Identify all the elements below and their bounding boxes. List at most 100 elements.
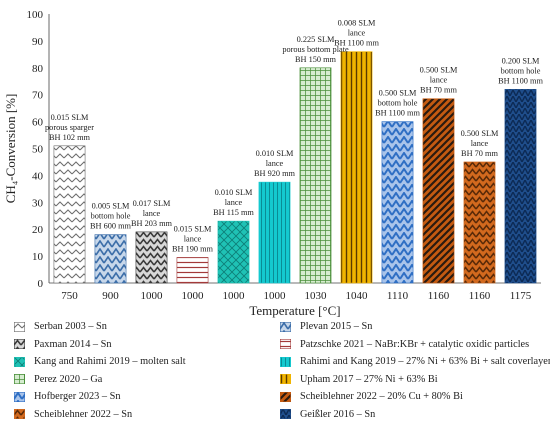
y-tick-label: 90 xyxy=(32,36,44,48)
bar-annotation-line: BH 920 mm xyxy=(254,169,296,178)
legend-item: Scheiblehner 2022 – 20% Cu + 80% Bi xyxy=(280,391,463,402)
y-tick-label: 10 xyxy=(32,251,44,263)
legend-item: Kang and Rahimi 2019 – molten salt xyxy=(14,356,186,367)
y-tick-label: 40 xyxy=(32,170,44,182)
y-tick-label: 80 xyxy=(32,63,44,75)
legend-label: Scheiblehner 2022 – 20% Cu + 80% Bi xyxy=(300,391,463,402)
y-tick-label: 0 xyxy=(38,278,44,290)
bar-annotation-line: 0.015 SLM xyxy=(174,224,212,233)
legend-item: Rahimi and Kang 2019 – 27% Ni + 63% Bi +… xyxy=(280,356,550,367)
bar-annotation-line: BH 203 mm xyxy=(131,219,173,228)
bar-annotation-line: bottom hole xyxy=(378,99,418,108)
bar-annotation-line: BH 1100 mm xyxy=(375,109,420,118)
y-tick-label: 20 xyxy=(32,224,44,236)
bar xyxy=(340,51,373,284)
bar-annotation-line: BH 70 mm xyxy=(420,86,457,95)
x-tick-label: 1160 xyxy=(469,290,491,302)
bar xyxy=(463,161,496,284)
bar-annotation-line: lance xyxy=(266,159,284,168)
bar-annotation-line: bottom hole xyxy=(501,66,541,75)
legend-item: Hofberger 2023 – Sn xyxy=(14,391,120,402)
y-axis-title: CH₄-Conversion [%] xyxy=(3,94,18,204)
bar xyxy=(217,220,250,284)
legend-swatch xyxy=(280,339,291,349)
bar-annotation-line: 0.500 SLM xyxy=(420,66,458,75)
x-tick-label: 1000 xyxy=(264,290,287,302)
bar-annotation-line: 0.017 SLM xyxy=(133,199,171,208)
legend-swatch xyxy=(280,321,291,332)
legend-item: Serban 2003 – Sn xyxy=(14,321,107,332)
bar-annotation-line: 0.200 SLM xyxy=(502,56,540,65)
legend-item: Scheiblehner 2022 – Sn xyxy=(14,409,132,420)
bar-annotation-line: lance xyxy=(143,209,161,218)
legend-swatch xyxy=(14,339,25,349)
bar-annotation-line: lance xyxy=(225,198,243,207)
bar-annotation-line: 0.010 SLM xyxy=(215,188,253,197)
y-tick-label: 100 xyxy=(27,9,44,21)
y-tick-label: 50 xyxy=(32,144,44,156)
bar xyxy=(299,67,332,284)
legend-swatch xyxy=(280,356,291,367)
bar xyxy=(94,234,127,284)
bar xyxy=(381,121,414,284)
bar-annotation-line: BH 190 mm xyxy=(172,244,214,253)
bar-annotation-line: 0.225 SLM xyxy=(297,35,335,44)
bar xyxy=(422,98,455,284)
bar-annotation-line: BH 102 mm xyxy=(49,133,91,142)
legend-label: Rahimi and Kang 2019 – 27% Ni + 63% Bi +… xyxy=(300,356,550,367)
legend-label: Geißler 2016 – Sn xyxy=(300,408,376,420)
x-tick-label: 750 xyxy=(61,290,78,302)
legend-label: Upham 2017 – 27% Ni + 63% Bi xyxy=(300,373,438,385)
bar-annotation-line: 0.015 SLM xyxy=(51,113,89,122)
x-tick-label: 1000 xyxy=(141,290,164,302)
bar-annotation-line: BH 1100 mm xyxy=(334,39,379,48)
bar xyxy=(135,231,168,284)
bar-annotation-line: BH 115 mm xyxy=(213,208,254,217)
legend-item: Perez 2020 – Ga xyxy=(14,374,102,385)
bar-annotation-line: lance xyxy=(430,76,448,85)
bar-annotation-line: BH 600 mm xyxy=(90,222,132,231)
legend-label: Hofberger 2023 – Sn xyxy=(34,391,121,402)
bar-annotation-line: 0.500 SLM xyxy=(461,129,499,138)
legend-item: Geißler 2016 – Sn xyxy=(280,409,375,420)
legend-swatch xyxy=(14,409,25,419)
legend-label: Scheiblehner 2022 – Sn xyxy=(34,408,133,420)
legend-item: Patzschke 2021 – NaBr:KBr + catalytic ox… xyxy=(280,339,529,350)
bar-annotation-line: BH 1100 mm xyxy=(498,76,543,85)
bar-annotation-line: lance xyxy=(184,234,202,243)
legend-swatch xyxy=(280,391,291,402)
legend-label: Kang and Rahimi 2019 – molten salt xyxy=(34,356,186,367)
legend-item: Paxman 2014 – Sn xyxy=(14,339,112,350)
legend-label: Paxman 2014 – Sn xyxy=(34,338,112,350)
bars xyxy=(53,51,537,284)
bar-annotation-line: bottom hole xyxy=(91,212,131,221)
bar-annotation-line: 0.005 SLM xyxy=(92,202,130,211)
bar xyxy=(504,89,537,284)
x-tick-label: 900 xyxy=(102,290,119,302)
bar-annotation-line: lance xyxy=(348,29,366,38)
legend-item: Upham 2017 – 27% Ni + 63% Bi xyxy=(280,374,438,385)
bar-annotation-line: 0.008 SLM xyxy=(338,19,376,28)
x-tick-label: 1040 xyxy=(346,290,369,302)
legend-label: Serban 2003 – Sn xyxy=(34,321,107,332)
legend-label: Patzschke 2021 – NaBr:KBr + catalytic ox… xyxy=(300,338,530,350)
bar xyxy=(258,181,291,284)
bar-annotation-line: BH 70 mm xyxy=(461,149,498,158)
x-axis-title: Temperature [°C] xyxy=(249,303,340,318)
bar xyxy=(176,257,209,284)
legend-swatch xyxy=(14,356,25,367)
x-tick-label: 1175 xyxy=(510,290,532,302)
x-tick-label: 1030 xyxy=(305,290,328,302)
x-tick-label: 1000 xyxy=(223,290,246,302)
bar-annotation-line: BH 150 mm xyxy=(295,55,337,64)
bar-annotation-line: lance xyxy=(471,139,489,148)
x-tick-label: 1110 xyxy=(387,290,409,302)
legend-item: Plevan 2015 – Sn xyxy=(280,321,372,332)
y-tick-label: 60 xyxy=(32,117,44,129)
legend-label: Perez 2020 – Ga xyxy=(34,373,103,385)
legend-swatch xyxy=(280,374,291,384)
legend-label: Plevan 2015 – Sn xyxy=(300,321,373,332)
x-tick-label: 1160 xyxy=(428,290,450,302)
